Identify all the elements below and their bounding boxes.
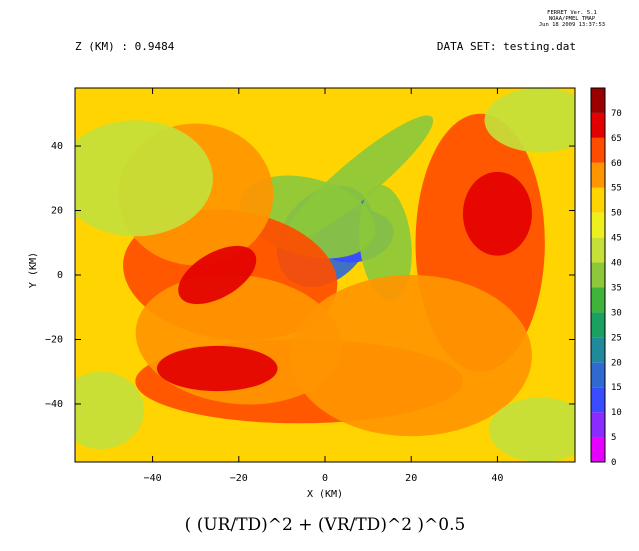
contour-region [75, 120, 213, 237]
contour-region [156, 345, 278, 392]
colorbar-swatch [591, 162, 605, 188]
colorbar-swatch [591, 412, 605, 438]
colorbar-label: 50 [611, 209, 622, 219]
colorbar-swatch [591, 312, 605, 338]
contour-region [484, 88, 575, 153]
colorbar-label: 70 [611, 109, 622, 119]
colorbar-swatch [591, 362, 605, 388]
colorbar-frame [590, 87, 606, 463]
z-level-label: Z (KM) : 0.9484 [75, 40, 175, 53]
dataset-label: DATA SET: testing.dat [437, 40, 576, 53]
colorbar-label: 55 [611, 184, 622, 194]
colorbar-label: 45 [611, 234, 622, 244]
contour-field [75, 88, 575, 462]
colorbar-swatch [591, 437, 605, 462]
colorbar-label: 15 [611, 383, 622, 393]
contour-region [488, 397, 575, 462]
contour-region [290, 275, 532, 437]
contour-region [178, 245, 257, 305]
colorbar-swatch [591, 262, 605, 288]
x-tick-label: 0 [322, 473, 328, 484]
chart-title: ( (UR/TD)^2 + (VR/TD)^2 )^0.5 [185, 515, 466, 535]
y-axis-label: Y (KM) [28, 252, 39, 288]
y-tick-label: −40 [45, 399, 63, 410]
ferret-stamp: FERRET Ver. 5.1 NOAA/PMEL TMAP Jun 18 20… [539, 10, 605, 28]
colorbar-swatch [591, 187, 605, 213]
colorbar-label: 35 [611, 283, 622, 293]
colorbar-swatch [591, 387, 605, 413]
colorbar-label: 10 [611, 408, 622, 418]
y-tick-label: 20 [51, 206, 63, 217]
colorbar-swatch [591, 237, 605, 263]
ferret-stamp-line-3: Jun 18 2009 13:37:53 [539, 22, 605, 28]
colorbar-label: 20 [611, 358, 622, 368]
y-axis: 40 20 0 −20 −40 [45, 141, 575, 410]
colorbar-swatch [591, 112, 605, 138]
contour-region [75, 371, 144, 450]
y-tick-label: −20 [45, 334, 63, 345]
colorbar-label: 25 [611, 333, 622, 343]
colorbar-label: 65 [611, 134, 622, 144]
y-tick-label: 40 [51, 141, 63, 152]
colorbar-swatch [591, 337, 605, 363]
x-tick-label: −20 [230, 473, 248, 484]
x-axis: −40 −20 0 20 40 [144, 88, 503, 484]
x-axis-label: X (KM) [307, 489, 343, 500]
colorbar-swatch [591, 88, 605, 113]
ferret-stamp-line-2: NOAA/PMEL TMAP [549, 16, 596, 22]
x-tick-label: 20 [405, 473, 417, 484]
contour-region [462, 171, 532, 256]
colorbar-label: 60 [611, 159, 622, 169]
x-tick-label: −40 [144, 473, 162, 484]
x-tick-label: 40 [491, 473, 503, 484]
ferret-stamp-line-1: FERRET Ver. 5.1 [547, 10, 597, 16]
colorbar-label: 40 [611, 259, 622, 269]
colorbar-label: 5 [611, 433, 616, 443]
colorbar-swatch [591, 212, 605, 238]
colorbar: 0 5 10 15 20 25 30 35 40 45 50 55 60 65 70 [590, 87, 622, 468]
plot-area: −40 −20 0 20 40 40 20 0 −20 −40 [45, 87, 576, 484]
contour-region [358, 184, 412, 301]
colorbar-swatch [591, 287, 605, 313]
colorbar-label: 30 [611, 308, 622, 318]
colorbar-label: 0 [611, 458, 616, 468]
y-tick-label: 0 [57, 270, 63, 281]
colorbar-swatch [591, 137, 605, 163]
